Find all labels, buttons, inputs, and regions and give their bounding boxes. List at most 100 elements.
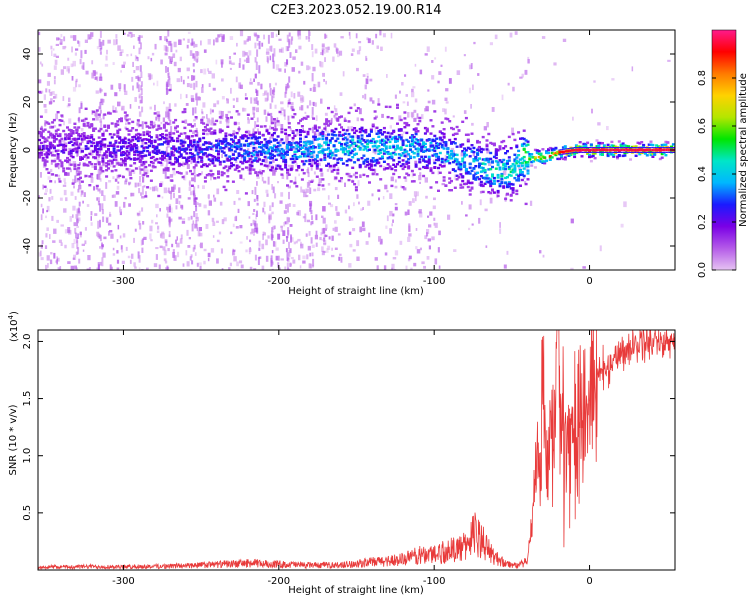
spectrogram-cell — [99, 145, 103, 148]
spectrogram-cell — [78, 170, 82, 175]
spectrogram-cell — [79, 231, 82, 236]
spectrogram-cell — [515, 144, 519, 147]
spectrogram-cell — [90, 144, 94, 148]
spectrogram-cell — [213, 39, 215, 46]
spectrogram-cell — [42, 208, 44, 214]
spectrogram-cell — [52, 146, 56, 150]
spectrogram-cell — [152, 186, 156, 192]
spectrogram-cell — [575, 147, 578, 149]
spectrogram-cell — [437, 155, 440, 159]
spectrogram-cell — [285, 46, 289, 52]
spectrogram-cell — [288, 249, 291, 257]
spectrogram-cell — [323, 148, 327, 151]
spectrogram-cell — [278, 48, 283, 53]
spectrogram-cell — [588, 155, 591, 159]
spectrogram-cell — [323, 250, 327, 253]
spectrogram-cell — [129, 164, 133, 167]
spectrogram-cell — [438, 71, 442, 75]
spectrogram-cell — [151, 125, 155, 128]
spectrogram-cell — [166, 158, 169, 165]
spectrogram-cell — [407, 165, 411, 168]
spectrogram-cell — [121, 107, 124, 111]
spectrogram-cell — [322, 217, 326, 224]
spectrogram-cell — [351, 180, 355, 183]
spectrogram-cell — [481, 184, 485, 188]
spectrogram-cell — [198, 139, 202, 143]
spectrogram-cell — [438, 265, 441, 269]
spectrogram-cell — [41, 145, 45, 148]
spectrogram-cell — [39, 61, 42, 65]
spectrogram-cell — [194, 107, 197, 114]
spectrogram-cell — [461, 179, 465, 183]
spectrogram-cell — [148, 138, 151, 142]
spectrogram-cell — [184, 174, 187, 181]
spectrogram-cell — [95, 116, 99, 121]
spectrogram-cell — [382, 160, 386, 163]
spectrogram-cell — [390, 176, 394, 182]
spectrogram-cell — [336, 48, 339, 54]
spectrogram-cell — [282, 160, 286, 163]
spectrogram-cell — [176, 160, 179, 163]
spectrogram-cell — [394, 185, 398, 189]
spectrogram-cell — [217, 176, 220, 179]
spectrogram-cell — [421, 261, 425, 265]
spectrogram-cell — [352, 173, 356, 177]
spectrogram-cell — [522, 142, 526, 145]
spectrogram-cell — [365, 57, 368, 61]
spectrogram-cell — [236, 42, 238, 47]
spectrogram-cell — [437, 146, 440, 149]
spectrogram-cell — [297, 91, 301, 97]
spectrogram-cell — [209, 154, 213, 157]
spectrogram-cell — [123, 201, 126, 208]
spectrogram-cell — [397, 147, 401, 150]
spectrogram-cell — [440, 121, 444, 124]
spectrogram-cell — [386, 215, 389, 222]
spectrogram-cell — [340, 256, 343, 263]
spectrogram-cell — [485, 159, 489, 162]
spectrogram-cell — [194, 145, 198, 148]
spectrogram-cell — [321, 137, 325, 141]
spectrogram-cell — [290, 102, 294, 106]
spectrogram-cell — [334, 226, 338, 232]
spectrogram-cell — [230, 87, 232, 94]
spectrogram-cell — [270, 258, 273, 267]
spectrogram-cell — [459, 143, 463, 147]
spectrogram-cell — [278, 150, 282, 153]
spectrogram-cell — [431, 60, 434, 63]
spectrogram-cell — [599, 153, 603, 156]
spectrogram-cell — [195, 56, 199, 62]
spectrogram-cell — [437, 166, 440, 170]
spectrogram-cell — [286, 216, 289, 225]
spectrogram-cell — [181, 120, 185, 123]
spectrogram-cell — [589, 160, 593, 163]
spectrogram-cell — [360, 126, 364, 129]
spectrogram-cell — [149, 179, 153, 182]
spectrogram-cell — [283, 222, 286, 227]
spectrogram-cell — [84, 107, 88, 110]
spectrogram-cell — [351, 156, 355, 159]
spectrogram-cell — [463, 165, 467, 168]
spectrogram-cell — [450, 189, 453, 192]
spectrogram-cell — [528, 158, 532, 161]
spectrogram-cell — [459, 145, 463, 148]
spectrogram-cell — [450, 142, 453, 145]
spectrogram-cell — [151, 161, 155, 165]
spectrogram-cell — [329, 119, 332, 124]
spectrogram-cell — [431, 99, 436, 105]
spectrogram-cell — [397, 156, 401, 160]
spectrogram-cell — [572, 149, 575, 152]
spectrogram-cell — [657, 151, 660, 153]
spectrogram-cell — [589, 143, 593, 146]
spectrogram-cell — [189, 139, 192, 143]
spectrogram-cell — [377, 149, 381, 152]
spectrogram-cell — [427, 161, 431, 164]
spectrogram-cell — [80, 119, 84, 122]
spectrogram-cell — [542, 254, 545, 258]
spectrogram-cell — [321, 132, 325, 136]
spectrogram-cell — [576, 145, 580, 148]
spectrogram-cell — [325, 130, 329, 134]
spectrogram-cell — [194, 147, 198, 150]
spectrogram-cell — [661, 147, 663, 149]
spectrogram-cell — [125, 150, 129, 153]
spectrogram-cell — [591, 150, 595, 153]
